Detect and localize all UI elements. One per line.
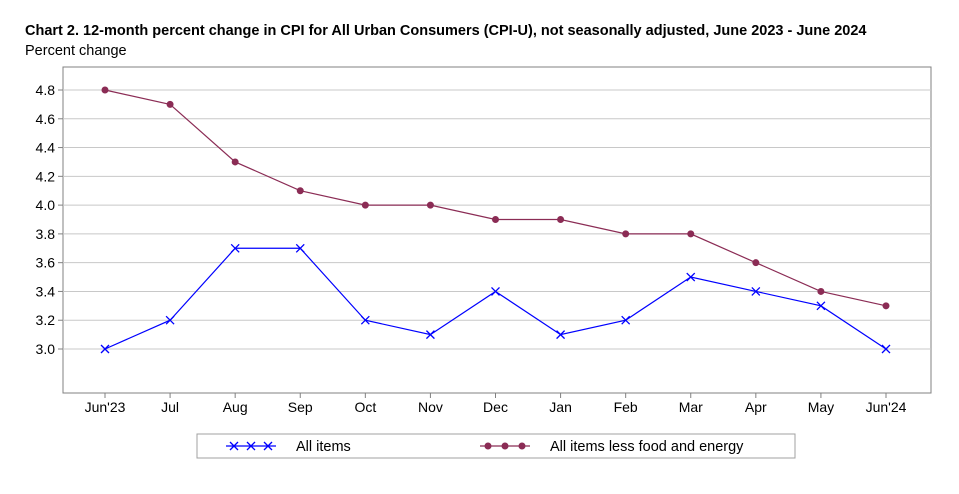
y-tick-label: 4.6	[36, 111, 56, 127]
x-tick-label: Sep	[288, 399, 313, 415]
series-group	[100, 86, 891, 354]
legend-marker	[501, 442, 509, 450]
legend-marker	[484, 442, 492, 450]
x-tick-label: Jul	[161, 399, 179, 415]
x-tick-label: Dec	[483, 399, 508, 415]
data-point	[622, 230, 630, 238]
data-point	[100, 344, 110, 354]
data-point	[425, 330, 435, 340]
data-point	[296, 187, 304, 195]
x-tick-label: Jun'23	[85, 399, 126, 415]
legend-marker	[229, 441, 239, 451]
data-point	[361, 201, 369, 209]
x-tick-label: May	[808, 399, 834, 415]
y-tick-label: 3.0	[36, 341, 56, 357]
data-point	[165, 315, 175, 325]
y-axis-ticks: 3.0 3.2 3.4 3.6 3.8 4.0 4.2 4.4 4.6 4.8	[36, 82, 63, 357]
data-point	[491, 286, 500, 296]
y-tick-label: 3.4	[36, 283, 56, 299]
x-tick-label: Jun'24	[866, 399, 907, 415]
x-tick-label: Mar	[679, 399, 703, 415]
y-tick-label: 3.6	[36, 255, 56, 271]
legend-label: All items less food and energy	[550, 439, 744, 455]
legend-item: All items	[226, 439, 351, 455]
y-tick-label: 4.0	[36, 197, 56, 213]
data-point	[230, 243, 240, 253]
data-point	[816, 301, 826, 311]
x-tick-label: Apr	[745, 399, 767, 415]
data-point	[492, 216, 499, 223]
data-point	[881, 344, 891, 354]
x-tick-label: Jan	[549, 399, 572, 415]
legend-marker	[246, 441, 256, 451]
data-point	[101, 86, 109, 94]
data-point	[556, 330, 566, 340]
data-point	[295, 243, 305, 253]
plot-area	[62, 66, 932, 394]
legend: All items All items less food and energy	[196, 433, 796, 459]
data-point	[687, 230, 695, 238]
data-point	[817, 287, 825, 295]
x-tick-label: Oct	[354, 399, 376, 415]
chart-title: Chart 2. 12-month percent change in CPI …	[25, 23, 867, 39]
data-point	[621, 315, 631, 325]
data-point	[882, 302, 890, 310]
y-tick-label: 4.4	[36, 140, 56, 156]
data-point	[751, 286, 761, 296]
gridlines	[63, 89, 931, 350]
data-point	[686, 272, 696, 282]
y-tick-label: 3.2	[36, 312, 56, 328]
legend-item: All items less food and energy	[480, 439, 744, 455]
data-point	[360, 315, 370, 325]
y-tick-label: 3.8	[36, 226, 56, 242]
data-point	[231, 158, 239, 166]
x-tick-label: Nov	[418, 399, 443, 415]
y-tick-label: 4.8	[36, 82, 56, 98]
legend-marker	[518, 442, 526, 450]
y-tick-label: 4.2	[36, 168, 56, 184]
legend-label: All items	[296, 439, 351, 455]
data-point	[752, 259, 760, 267]
data-point	[166, 100, 174, 108]
y-axis-label: Percent change	[25, 43, 127, 59]
data-point	[557, 216, 565, 223]
x-tick-label: Feb	[614, 399, 638, 415]
legend-marker	[263, 441, 273, 451]
data-point	[426, 201, 434, 209]
x-axis-ticks: Jun'23 Jul Aug Sep Oct Nov Dec Jan Feb Mar Apr May J…	[85, 393, 907, 415]
x-tick-label: Aug	[223, 399, 248, 415]
